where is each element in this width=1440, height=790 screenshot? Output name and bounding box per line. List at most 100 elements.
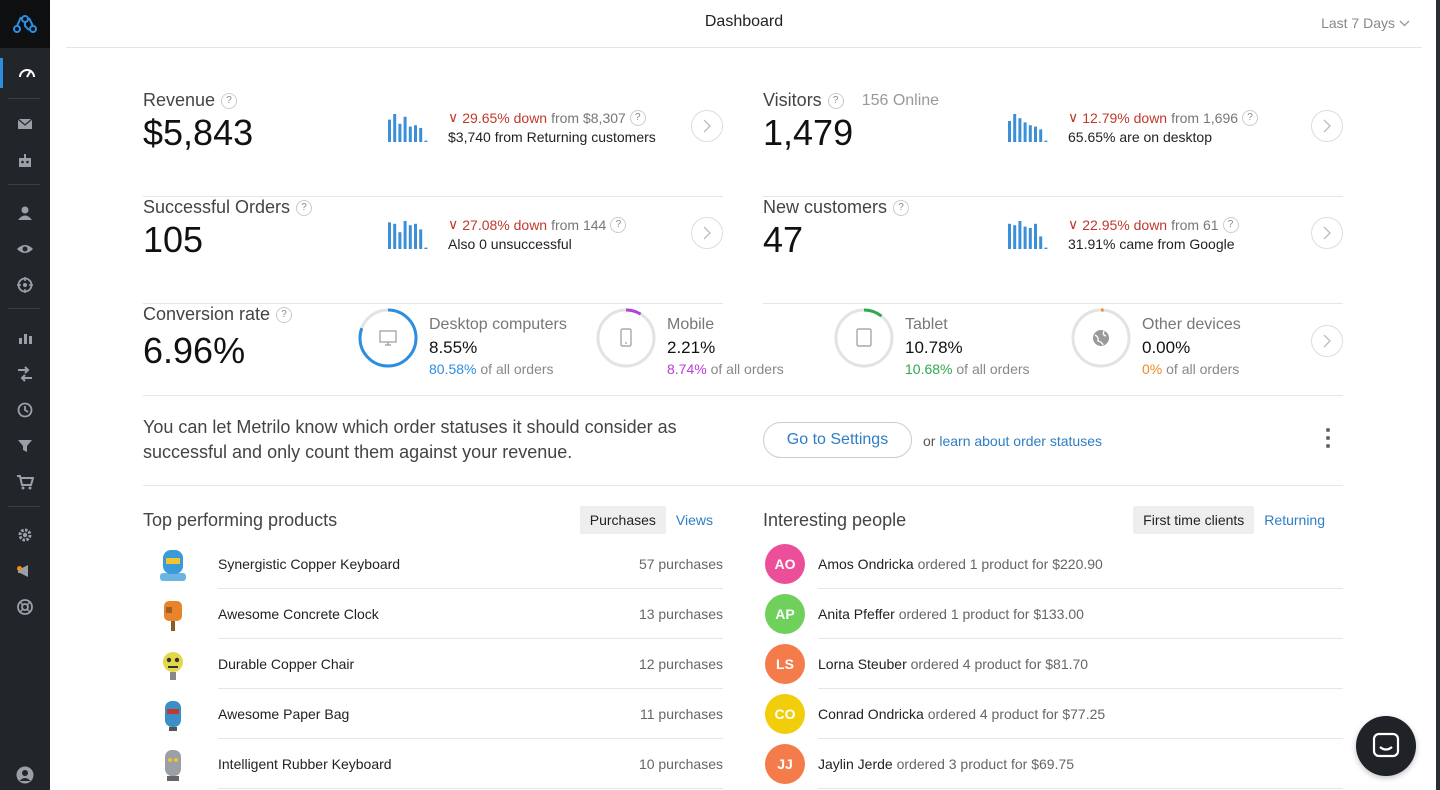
spark-bar [1023, 122, 1027, 142]
visitors-sparkline [1008, 114, 1048, 142]
tab-returning[interactable]: Returning [1264, 512, 1325, 528]
mobile-icon [620, 328, 632, 347]
profile-icon[interactable] [0, 760, 50, 790]
device-rate: 0.00% [1142, 338, 1191, 357]
orders-sub: Also 0 unsuccessful [448, 236, 572, 252]
spark-bar [403, 116, 407, 142]
customers-label: New customers [763, 197, 888, 217]
spark-bar [1028, 125, 1032, 142]
flows-icon[interactable] [0, 359, 50, 389]
help-question-icon[interactable]: ? [221, 92, 238, 109]
more-options-icon[interactable] [1325, 428, 1331, 448]
dashboard-icon[interactable] [0, 58, 50, 88]
help-question-icon[interactable]: ? [629, 109, 646, 126]
list-item[interactable]: Awesome Paper Bag 11 purchases [143, 689, 723, 739]
go-to-settings-button[interactable]: Go to Settings [763, 422, 912, 458]
funnel-icon[interactable] [0, 431, 50, 461]
list-item[interactable]: AP Anita Pfeffer ordered 1 product for $1… [763, 589, 1343, 639]
device-desktop: Desktop computers 8.55% 80.58% of all or… [358, 308, 588, 377]
device-share: 10.68% [905, 361, 953, 377]
date-range-select[interactable]: Last 7 Days [1321, 15, 1410, 31]
robot-icon[interactable] [0, 146, 50, 176]
device-name: Mobile [667, 316, 715, 333]
visitors-details-button[interactable] [1311, 110, 1343, 142]
mail-icon[interactable] [0, 109, 50, 139]
down-chevron-icon: ∨ [1068, 109, 1079, 125]
target-icon[interactable] [0, 270, 50, 300]
spark-bar [1039, 236, 1043, 249]
list-item[interactable]: JJ Jaylin Jerde ordered 3 product for $69… [763, 739, 1343, 789]
customers-sub: 31.91% came from Google [1068, 236, 1235, 252]
avatar: AO [765, 544, 805, 584]
other-ring [1071, 308, 1131, 368]
device-share: 80.58% [429, 361, 477, 377]
help-question-icon[interactable]: ? [893, 199, 910, 216]
person-name[interactable]: Jaylin Jerde [818, 756, 893, 772]
help-question-icon[interactable]: ? [276, 306, 293, 323]
device-share-suffix: of all orders [710, 361, 784, 377]
product-name: Synergistic Copper Keyboard [218, 556, 401, 572]
product-name: Intelligent Rubber Keyboard [218, 756, 392, 772]
cart-icon[interactable] [0, 467, 50, 497]
help-question-icon[interactable]: ? [1222, 216, 1239, 233]
list-item[interactable]: Synergistic Copper Keyboard 57 purchases [143, 539, 723, 589]
bar-chart-icon[interactable] [0, 323, 50, 353]
list-item[interactable]: Awesome Concrete Clock 13 purchases [143, 589, 723, 639]
eye-icon[interactable] [0, 234, 50, 264]
history-icon[interactable] [0, 395, 50, 425]
order-detail: ordered 1 product for $133.00 [898, 606, 1084, 622]
help-icon[interactable] [0, 592, 50, 622]
mobile-ring [596, 308, 656, 368]
spark-bar [1018, 221, 1022, 249]
spark-bar [424, 247, 428, 249]
online-count: 156 Online [861, 91, 940, 109]
spark-bar [408, 126, 412, 142]
avatar: JJ [765, 744, 805, 784]
conversion-details-button[interactable] [1311, 325, 1343, 357]
list-item[interactable]: CO Conrad Ondricka ordered 4 product for … [763, 689, 1343, 739]
help-question-icon[interactable]: ? [296, 199, 313, 216]
help-question-icon[interactable]: ? [1242, 109, 1259, 126]
revenue-metric: Revenue? $5,843 ∨ 29.65% down from $8,307?… [143, 90, 723, 197]
help-question-icon[interactable]: ? [610, 216, 627, 233]
list-item[interactable]: Intelligent Rubber Keyboard 10 purchases [143, 739, 723, 789]
person-name[interactable]: Amos Ondricka [818, 556, 914, 572]
order-statuses-link[interactable]: learn about order statuses [939, 433, 1102, 449]
help-question-icon[interactable]: ? [827, 92, 844, 109]
people-title: Interesting people [763, 510, 907, 530]
chat-button[interactable] [1356, 716, 1416, 776]
logo-icon[interactable] [0, 0, 50, 48]
tablet-icon [856, 328, 872, 347]
spark-bar [1023, 226, 1027, 249]
spark-bar [1013, 114, 1017, 142]
spark-bar [1028, 228, 1032, 249]
user-icon[interactable] [0, 198, 50, 228]
page-title: Dashboard [704, 13, 784, 30]
announcement-icon[interactable] [0, 556, 50, 586]
gear-icon[interactable] [0, 520, 50, 550]
list-item[interactable]: AO Amos Ondricka ordered 1 product for $2… [763, 539, 1343, 589]
spark-bar [388, 119, 391, 142]
product-count: 11 purchases [639, 706, 723, 722]
tab-first-time-clients[interactable]: First time clients [1133, 506, 1255, 534]
tab-purchases[interactable]: Purchases [579, 506, 666, 534]
customers-value: 47 [763, 219, 804, 260]
revenue-details-button[interactable] [691, 110, 723, 142]
orders-details-button[interactable] [691, 217, 723, 249]
spark-bar [1008, 223, 1011, 249]
customers-previous: from 61 [1171, 216, 1219, 233]
sidebar-divider [8, 184, 40, 185]
list-item[interactable]: LS Lorna Steuber ordered 4 product for $8… [763, 639, 1343, 689]
person-name[interactable]: Lorna Steuber [818, 656, 907, 672]
spark-bar [403, 221, 407, 249]
list-item[interactable]: Durable Copper Chair 12 purchases [143, 639, 723, 689]
person-name[interactable]: Anita Pfeffer [818, 606, 895, 622]
sidebar-divider [8, 308, 40, 309]
date-range-label: Last 7 Days [1321, 15, 1395, 31]
customers-details-button[interactable] [1311, 217, 1343, 249]
tablet-ring [834, 308, 894, 368]
tab-views[interactable]: Views [675, 512, 713, 528]
person-name[interactable]: Conrad Ondricka [818, 706, 924, 722]
product-image [165, 701, 181, 731]
spark-bar [388, 222, 391, 249]
